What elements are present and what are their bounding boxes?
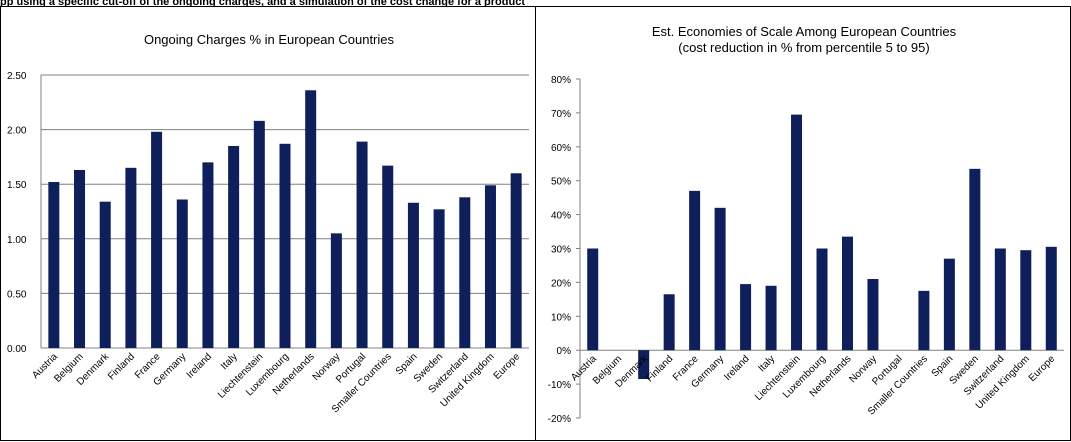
bar <box>382 165 394 348</box>
bar <box>176 199 188 348</box>
bar <box>459 197 471 348</box>
bar <box>791 114 803 351</box>
bar <box>253 120 265 348</box>
y-tick-label: 0% <box>557 346 572 357</box>
bar <box>943 258 955 351</box>
y-tick-label: 2.00 <box>7 126 27 137</box>
y-tick-label: 10% <box>551 312 571 323</box>
y-tick-label: 70% <box>551 109 571 120</box>
economies-of-scale-chart: Est. Economies of Scale Among European C… <box>548 24 1064 425</box>
y-tick-label: -20% <box>548 414 571 425</box>
chart-title: Ongoing Charges % in European Countries <box>144 32 395 47</box>
bar <box>74 170 86 348</box>
ongoing-charges-chart: Ongoing Charges % in European Countries … <box>7 32 529 415</box>
bar <box>1045 246 1057 351</box>
bar <box>918 290 930 351</box>
bar <box>356 141 368 348</box>
bar <box>689 190 701 351</box>
left-chart-panel: Ongoing Charges % in European Countries … <box>0 6 536 441</box>
bar <box>202 162 214 348</box>
bar <box>305 90 317 349</box>
bar <box>994 248 1006 351</box>
bar <box>433 209 445 348</box>
bar <box>48 182 60 348</box>
y-tick-label: 30% <box>551 245 571 256</box>
y-tick-label: 80% <box>551 75 571 86</box>
y-tick-label: 60% <box>551 143 571 154</box>
x-tick-label: Europe <box>1027 353 1058 384</box>
y-tick-label: -10% <box>548 380 571 391</box>
bar <box>969 168 981 351</box>
bar <box>99 201 111 348</box>
bar <box>714 207 726 351</box>
x-tick-label: Ireland <box>185 351 214 380</box>
y-tick-label: 40% <box>551 211 571 222</box>
bar <box>151 131 163 348</box>
y-tick-label: 0.00 <box>7 344 27 355</box>
y-tick-label: 1.00 <box>7 235 27 246</box>
bar <box>765 285 777 351</box>
bar <box>816 248 828 351</box>
bar <box>638 350 650 380</box>
bar <box>1020 250 1032 351</box>
x-tick-label: Italy <box>756 354 777 375</box>
x-tick-label: Europe <box>492 351 523 382</box>
bar <box>125 167 137 348</box>
bar <box>279 143 291 348</box>
bar <box>841 236 853 351</box>
bar <box>663 294 675 351</box>
right-chart-panel: Est. Economies of Scale Among European C… <box>535 6 1071 441</box>
y-tick-label: 20% <box>551 278 571 289</box>
x-tick-label: Ireland <box>722 354 751 383</box>
bar <box>330 233 342 348</box>
chart-title: Est. Economies of Scale Among European C… <box>652 24 957 39</box>
y-tick-label: 1.50 <box>7 180 27 191</box>
bar <box>867 279 879 351</box>
x-tick-label: Italy <box>219 351 240 372</box>
bar <box>228 145 240 348</box>
chart-subtitle: (cost reduction in % from percentile 5 t… <box>678 40 929 55</box>
y-tick-label: 0.50 <box>7 289 27 300</box>
bar <box>484 185 496 348</box>
bar <box>740 284 752 351</box>
bar <box>510 173 522 348</box>
y-tick-label: 2.50 <box>7 71 27 82</box>
y-tick-label: 50% <box>551 177 571 188</box>
report-header-text: pp using a specific cut-off of the ongoi… <box>0 0 525 6</box>
bar <box>587 248 599 351</box>
x-tick-label: Finland <box>106 351 137 382</box>
bar <box>407 202 419 348</box>
